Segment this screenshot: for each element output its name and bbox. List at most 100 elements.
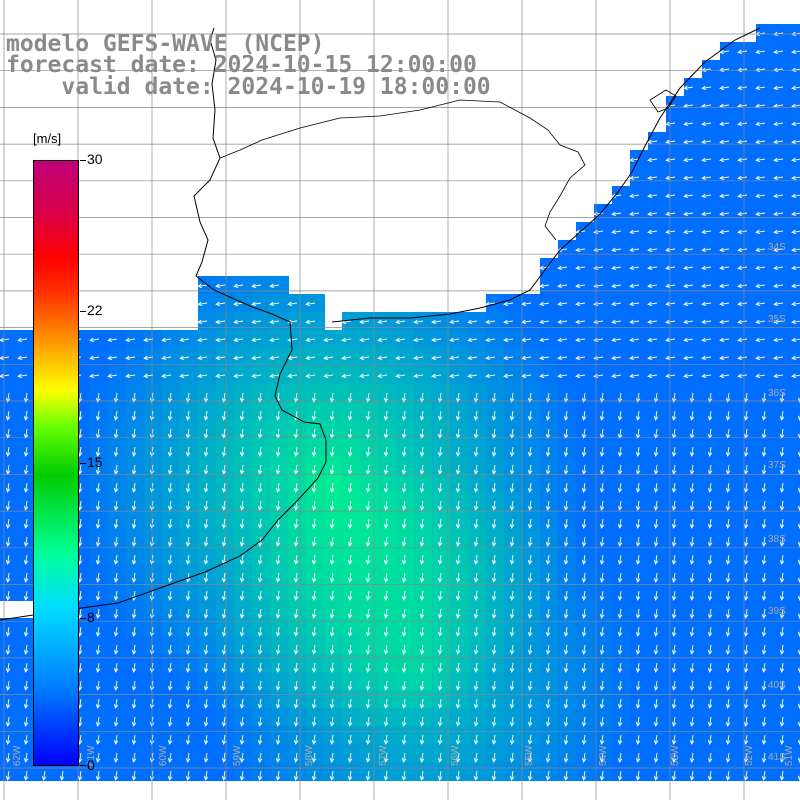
speed-cell — [702, 582, 721, 601]
wind-arrow — [773, 373, 784, 379]
speed-cell — [288, 366, 307, 385]
speed-cell — [522, 582, 541, 601]
speed-cell — [270, 438, 289, 457]
wind-arrow — [275, 446, 281, 457]
wind-arrow — [737, 211, 748, 217]
wind-arrow — [743, 644, 749, 655]
speed-cell — [90, 492, 109, 511]
wind-arrow — [545, 590, 551, 601]
speed-cell — [90, 330, 109, 349]
wind-arrow — [269, 373, 280, 379]
speed-cell — [684, 510, 703, 529]
speed-cell — [270, 672, 289, 691]
speed-cell — [774, 132, 793, 151]
speed-cell — [342, 600, 361, 619]
speed-cell — [342, 726, 361, 745]
wind-arrow — [95, 608, 101, 619]
wind-arrow — [755, 265, 766, 271]
wind-arrow — [113, 644, 119, 655]
speed-cell — [198, 348, 217, 367]
speed-cell — [0, 492, 19, 511]
wind-arrow — [617, 572, 623, 583]
speed-cell — [720, 510, 739, 529]
wind-arrow — [257, 716, 263, 727]
speed-cell — [414, 546, 433, 565]
speed-cell — [738, 96, 757, 115]
wind-arrow — [437, 536, 443, 547]
speed-cell — [738, 546, 757, 565]
wind-arrow — [647, 265, 658, 271]
wind-arrow — [635, 770, 641, 781]
speed-cell — [288, 618, 307, 637]
wind-arrow — [167, 698, 173, 709]
speed-cell — [684, 330, 703, 349]
speed-cell — [576, 312, 595, 331]
coastline — [331, 27, 761, 323]
wind-arrow — [239, 626, 245, 637]
wind-arrow — [239, 644, 245, 655]
speed-cell — [702, 762, 721, 781]
speed-cell — [630, 420, 649, 439]
wind-arrow — [95, 590, 101, 601]
wind-arrow — [239, 716, 245, 727]
wind-arrow — [473, 770, 479, 781]
speed-cell — [288, 348, 307, 367]
wind-arrow — [341, 337, 352, 343]
speed-cell — [738, 600, 757, 619]
speed-cell — [504, 546, 523, 565]
speed-cell — [648, 258, 667, 277]
wind-arrow — [755, 301, 766, 307]
speed-cell — [450, 528, 469, 547]
speed-cell — [288, 528, 307, 547]
wind-arrow — [581, 446, 587, 457]
wind-arrow — [347, 662, 353, 673]
speed-cell — [144, 708, 163, 727]
wind-arrow — [581, 644, 587, 655]
wind-arrow — [545, 536, 551, 547]
speed-cell — [486, 492, 505, 511]
speed-cell — [378, 510, 397, 529]
speed-cell — [144, 384, 163, 403]
speed-cell — [702, 132, 721, 151]
speed-cell — [450, 474, 469, 493]
wind-arrow — [653, 572, 659, 583]
wind-arrow — [95, 698, 101, 709]
speed-cell — [540, 384, 559, 403]
speed-cell — [252, 636, 271, 655]
speed-cell — [324, 456, 343, 475]
speed-cell — [396, 312, 415, 331]
speed-cell — [468, 762, 487, 781]
speed-cell — [792, 654, 800, 673]
wind-arrow — [629, 355, 640, 361]
speed-cell — [648, 168, 667, 187]
wind-arrow — [755, 337, 766, 343]
wind-arrow — [455, 626, 461, 637]
wind-arrow — [239, 392, 245, 403]
wind-arrow — [401, 662, 407, 673]
speed-cell — [468, 420, 487, 439]
wind-arrow — [707, 626, 713, 637]
speed-cell — [54, 762, 73, 781]
speed-cell — [126, 708, 145, 727]
speed-cell — [738, 60, 757, 79]
wind-arrow — [437, 464, 443, 475]
speed-cell — [486, 672, 505, 691]
speed-cell — [756, 222, 775, 241]
speed-cell — [414, 564, 433, 583]
speed-cell — [378, 618, 397, 637]
speed-cell — [414, 312, 433, 331]
wind-arrow — [575, 373, 586, 379]
speed-cell — [774, 312, 793, 331]
wind-arrow — [161, 373, 172, 379]
wind-arrow — [653, 482, 659, 493]
wind-arrow — [581, 698, 587, 709]
wind-arrow — [503, 319, 514, 325]
speed-cell — [666, 726, 685, 745]
speed-cell — [198, 294, 217, 313]
wind-arrow — [233, 355, 244, 361]
speed-cell — [18, 366, 37, 385]
wind-arrow — [509, 554, 515, 565]
wind-arrow — [239, 680, 245, 691]
speed-cell — [684, 384, 703, 403]
lagoon-outline — [649, 89, 677, 113]
